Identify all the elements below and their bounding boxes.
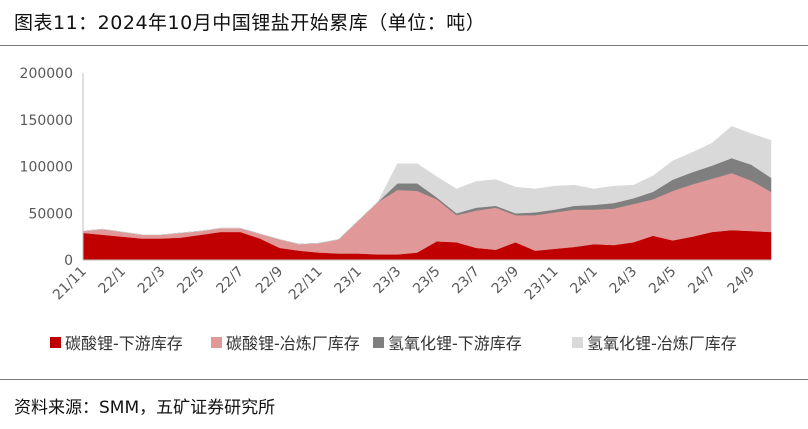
title-divider bbox=[0, 45, 808, 46]
x-tick-label: 24/3 bbox=[607, 264, 641, 298]
x-tick-label: 22/9 bbox=[253, 264, 287, 298]
source-divider bbox=[0, 379, 808, 380]
x-tick-label: 22/7 bbox=[214, 264, 248, 298]
x-tick-label: 22/11 bbox=[286, 264, 326, 304]
y-tick-label: 200000 bbox=[20, 66, 73, 82]
x-tick-label: 23/11 bbox=[522, 264, 562, 304]
x-tick-label: 22/3 bbox=[135, 264, 169, 298]
legend-swatch-1 bbox=[50, 337, 61, 348]
x-tick-label: 22/1 bbox=[96, 264, 130, 298]
x-tick-label: 23/5 bbox=[410, 264, 444, 298]
area-series-4 bbox=[82, 126, 772, 245]
chart-title: 图表11：2024年10月中国锂盐开始累库（单位：吨） bbox=[14, 12, 486, 34]
x-tick-label: 23/1 bbox=[331, 264, 365, 298]
legend: 碳酸锂-下游库存 碳酸锂-冶炼厂库存 氢氧化锂-下游库存 氢氧化锂-冶炼厂库存 bbox=[50, 334, 737, 353]
source-note: 资料来源：SMM，五矿证券研究所 bbox=[14, 398, 276, 418]
x-tick-label: 24/9 bbox=[725, 264, 759, 298]
x-tick-label: 24/1 bbox=[567, 264, 601, 298]
legend-label-2: 碳酸锂-冶炼厂库存 bbox=[226, 334, 360, 353]
y-tick-label: 100000 bbox=[20, 160, 73, 176]
legend-label-1: 碳酸锂-下游库存 bbox=[65, 334, 183, 353]
x-tick-label: 21/11 bbox=[50, 264, 90, 304]
x-tick-label: 23/9 bbox=[489, 264, 523, 298]
x-tick-label: 22/5 bbox=[174, 264, 208, 298]
y-axis-ticks: 0 50000 100000 150000 200000 bbox=[20, 66, 73, 269]
legend-label-4: 氢氧化锂-冶炼厂库存 bbox=[587, 334, 737, 353]
x-tick-label: 23/3 bbox=[371, 264, 405, 298]
legend-swatch-4 bbox=[572, 337, 583, 348]
legend-swatch-2 bbox=[211, 337, 222, 348]
x-tick-label: 24/7 bbox=[685, 264, 719, 298]
x-tick-label: 23/7 bbox=[449, 264, 483, 298]
y-tick-label: 0 bbox=[64, 253, 73, 269]
x-axis-ticks: 21/11 22/1 22/3 22/5 22/7 22/9 22/11 23/1 23/3 23… bbox=[50, 264, 758, 304]
y-tick-label: 150000 bbox=[20, 113, 73, 129]
y-tick-label: 50000 bbox=[28, 206, 73, 222]
area-layers bbox=[82, 126, 772, 261]
legend-swatch-3 bbox=[373, 337, 384, 348]
legend-label-3: 氢氧化锂-下游库存 bbox=[388, 334, 522, 353]
x-tick-label: 24/5 bbox=[646, 264, 680, 298]
